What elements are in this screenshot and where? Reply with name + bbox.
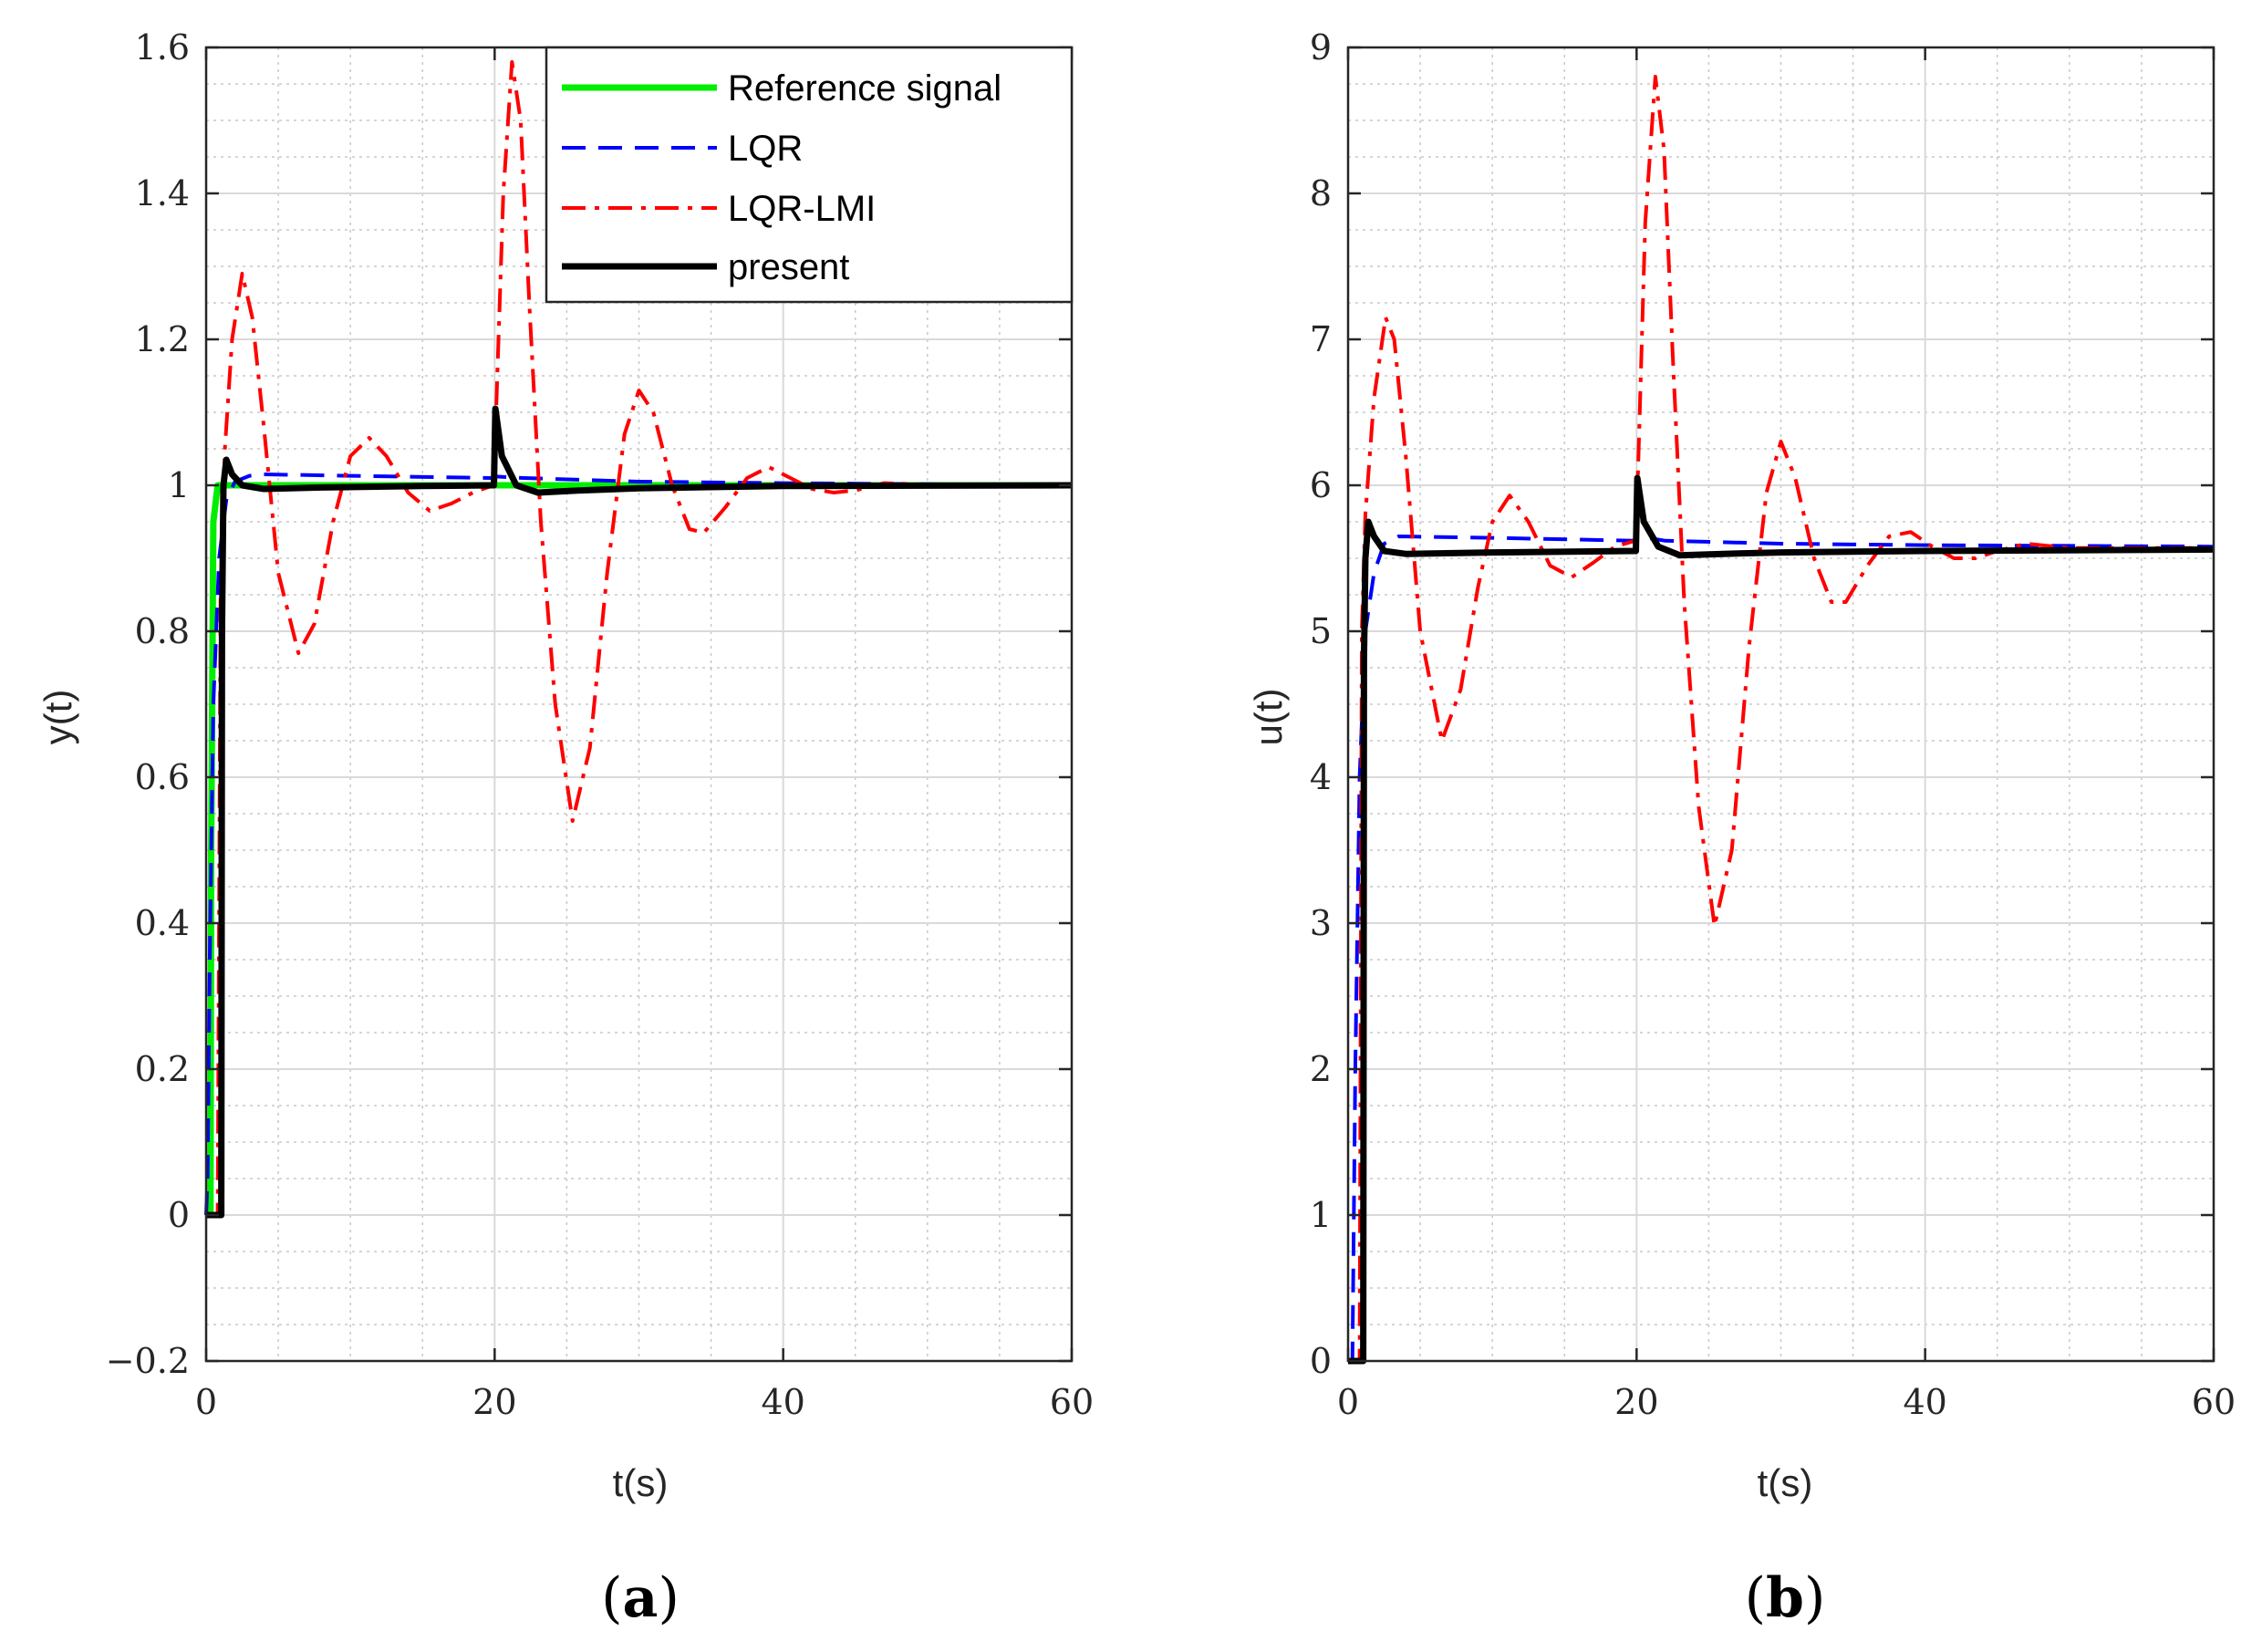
panel-a-y-tick-label: 0 <box>168 1195 190 1235</box>
panel-b-series-lqr-lmi <box>1348 75 2214 1363</box>
panel-a-series-lqr <box>204 473 1073 1216</box>
legend-label-lqr: LQR <box>728 129 803 169</box>
panel-b-y-tick-label: 5 <box>1310 611 1332 651</box>
panel-b-y-tick-label: 6 <box>1310 465 1332 505</box>
panel-b-x-tick-label: 40 <box>1903 1382 1946 1422</box>
panel-b-y-tick-label: 8 <box>1310 173 1332 213</box>
panel-b-ticks <box>1346 46 2215 1363</box>
legend-entry-reference: Reference signal <box>562 68 1001 109</box>
panel-a-y-tick-label: 1.2 <box>135 319 190 359</box>
panel-a-x-tick-label: 20 <box>472 1382 516 1422</box>
panel-a-y-tick-label: 1 <box>168 465 190 505</box>
panel-b-series <box>1348 75 2215 1365</box>
legend: Reference signal LQR LQR-LMI present <box>545 46 1074 304</box>
panel-a-y-tick-label: 0.4 <box>135 903 190 943</box>
panel-b-y-tick-label: 3 <box>1310 903 1332 943</box>
legend-entry-lqr-lmi: LQR-LMI <box>562 189 876 229</box>
legend-entry-present: present <box>562 247 849 287</box>
panel-a-y-tick-labels: −0.2 0 0.2 0.4 0.6 0.8 1 1.2 1.4 1.6 <box>106 27 190 1381</box>
panel-b-y-tick-label: 9 <box>1310 27 1332 68</box>
panel-b-x-tick-label: 20 <box>1614 1382 1658 1422</box>
panel-a-caption-close: ) <box>658 1566 679 1630</box>
panel-a-x-tick-label: 40 <box>761 1382 804 1422</box>
panel-a-y-tick-label: 0.6 <box>135 757 190 797</box>
panel-a-x-tick-label: 60 <box>1050 1382 1094 1422</box>
panel-a-y-tick-label: 1.6 <box>135 27 190 68</box>
panel-a-series-present <box>206 405 1073 1219</box>
legend-label-lqr-lmi: LQR-LMI <box>728 189 876 229</box>
panel-a: −0.200.20.40.60.811.21.41.6 0 20 40 60 t(s)… <box>36 27 1094 1630</box>
panel-b-y-tick-label: 2 <box>1310 1049 1332 1089</box>
legend-entry-lqr: LQR <box>562 129 803 169</box>
panel-b-y-tick-label: 4 <box>1310 757 1332 797</box>
legend-label-reference: Reference signal <box>728 68 1001 109</box>
panel-b-caption-close: ) <box>1804 1566 1825 1630</box>
panel-a-x-tick-labels: 0 20 40 60 <box>195 1382 1094 1422</box>
panel-b-minor-grid <box>1348 47 2214 1361</box>
panel-a-caption: (a) <box>601 1566 680 1630</box>
panel-b-x-tick-label: 0 <box>1337 1382 1359 1422</box>
panel-b-y-tick-label: 0 <box>1310 1341 1332 1381</box>
panel-a-y-tick-label: 0.8 <box>135 611 190 651</box>
panel-b-x-tick-labels: 0 20 40 60 <box>1337 1382 2236 1422</box>
panel-a-x-axis-label: t(s) <box>613 1461 669 1504</box>
panel-a-y-tick-label: −0.2 <box>106 1341 190 1381</box>
panel-b-caption-open: ( <box>1745 1566 1766 1630</box>
legend-label-present: present <box>728 247 849 287</box>
panel-b-y-axis-label: u(t) <box>1247 689 1290 746</box>
panel-b-y-tick-label: 7 <box>1310 319 1332 359</box>
panel-b-y-tick-labels: 0 1 2 3 4 5 6 7 8 9 <box>1310 27 1332 1381</box>
panel-a-y-axis-label: y(t) <box>36 690 79 745</box>
panel-b-caption-letter: b <box>1766 1566 1804 1630</box>
panel-b-series-lqr <box>1348 535 2215 1363</box>
panel-a-x-tick-label: 0 <box>195 1382 217 1422</box>
panel-b-x-tick-label: 60 <box>2192 1382 2236 1422</box>
panel-b-y-tick-label: 1 <box>1310 1195 1332 1235</box>
panel-a-caption-letter: a <box>623 1566 659 1630</box>
panel-b-caption: (b) <box>1745 1566 1826 1630</box>
panel-a-caption-open: ( <box>601 1566 622 1630</box>
panel-b-x-axis-label: t(s) <box>1758 1461 1813 1504</box>
panel-b-axes-box <box>1346 46 2215 1363</box>
panel-b: 0 1 2 3 4 5 6 7 8 9 0 20 40 60 t(s) u(t) (b) <box>1247 27 2236 1630</box>
panel-a-y-tick-label: 1.4 <box>135 173 190 213</box>
panel-a-series-lqr-lmi <box>206 60 1073 1217</box>
panel-a-ticks <box>204 46 1074 1363</box>
panel-b-series-present <box>1348 474 2215 1365</box>
panel-a-y-tick-label: 0.2 <box>135 1049 190 1089</box>
